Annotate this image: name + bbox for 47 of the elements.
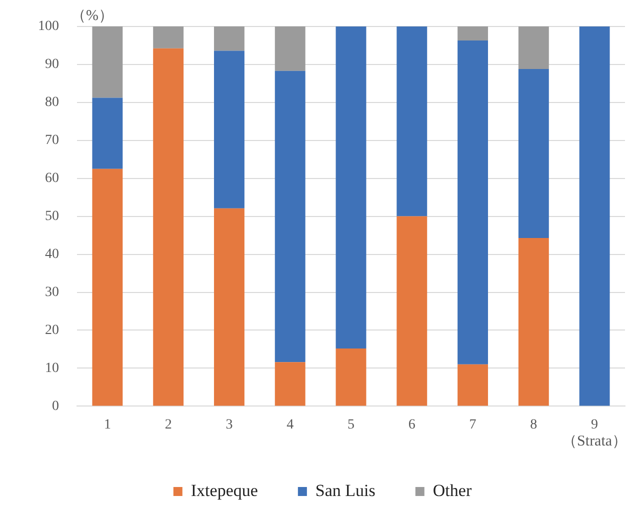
bar bbox=[336, 26, 366, 348]
bar bbox=[153, 48, 184, 406]
x-tick-label: 7 bbox=[469, 417, 476, 432]
bar bbox=[214, 26, 244, 51]
bar bbox=[92, 26, 123, 98]
bar bbox=[518, 238, 549, 406]
y-tick-label: 90 bbox=[45, 57, 59, 72]
y-tick-label: 40 bbox=[45, 246, 59, 262]
y-axis-title: （%） bbox=[71, 8, 114, 24]
y-tick-label: 70 bbox=[45, 133, 59, 148]
legend-label: San Luis bbox=[315, 480, 376, 500]
bar bbox=[274, 362, 306, 406]
bar bbox=[92, 98, 123, 169]
x-tick-label: 4 bbox=[286, 417, 294, 432]
y-tick-label: 30 bbox=[45, 284, 59, 300]
x-axis-title: （Strata） bbox=[562, 434, 628, 450]
bar bbox=[274, 26, 306, 71]
x-tick-label: 8 bbox=[530, 417, 538, 432]
legend-label: Other bbox=[432, 480, 472, 500]
bar bbox=[214, 50, 244, 208]
bar bbox=[396, 26, 428, 216]
bar bbox=[518, 68, 549, 238]
x-tick-label: 1 bbox=[104, 417, 111, 432]
legend-label: Ixtepeque bbox=[190, 480, 258, 500]
x-tick-label: 9 bbox=[591, 417, 598, 432]
x-tick-label: 3 bbox=[226, 417, 233, 432]
bar bbox=[579, 26, 610, 406]
y-tick-label: 80 bbox=[45, 95, 59, 110]
y-tick-label: 100 bbox=[38, 19, 59, 34]
bar bbox=[153, 26, 184, 48]
x-tick-label: 6 bbox=[408, 417, 416, 432]
x-tick-label: 5 bbox=[348, 417, 354, 432]
y-tick-label: 20 bbox=[45, 322, 59, 338]
bar bbox=[214, 208, 244, 406]
bar bbox=[396, 216, 428, 406]
bar bbox=[458, 40, 488, 364]
bar bbox=[92, 168, 123, 406]
y-tick-label: 60 bbox=[45, 170, 59, 186]
y-tick-label: 50 bbox=[45, 208, 59, 224]
y-tick-label: 0 bbox=[52, 398, 59, 414]
y-tick-label: 10 bbox=[45, 360, 59, 376]
bar bbox=[336, 348, 366, 406]
bar bbox=[274, 70, 306, 362]
x-tick-label: 2 bbox=[164, 417, 172, 432]
bar bbox=[518, 26, 549, 69]
bar bbox=[458, 364, 488, 406]
bar bbox=[458, 26, 488, 40]
